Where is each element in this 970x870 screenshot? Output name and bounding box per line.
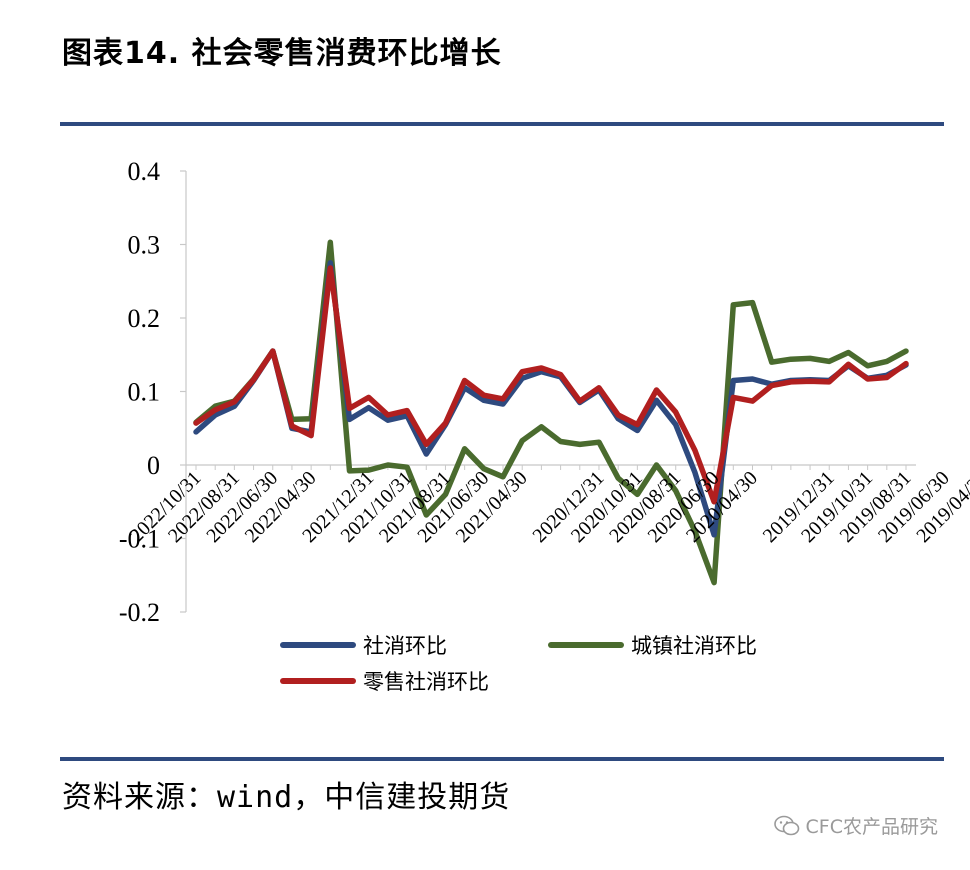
y-tick-label: 0 — [147, 451, 160, 480]
legend-label-2: 城镇社消环比 — [631, 634, 757, 658]
x-tick-labels: 2022/10/312022/08/312022/06/302022/04/30… — [126, 467, 970, 547]
watermark-text: CFC农产品研究 — [805, 816, 938, 838]
chart-title: 图表14. 社会零售消费环比增长 — [62, 36, 502, 71]
source-note: 资料来源：wind，中信建投期货 — [62, 780, 511, 815]
legend-label-1: 社消环比 — [363, 634, 447, 658]
y-tick-label: 0.3 — [128, 231, 161, 260]
y-tick-label: -0.2 — [119, 598, 160, 627]
wechat-icon — [773, 815, 799, 835]
watermark: CFC农产品研究 — [773, 812, 938, 839]
series-layer — [193, 239, 909, 586]
top-divider — [60, 122, 944, 126]
y-tick-label: 0.2 — [128, 304, 161, 333]
axes-layer: 0.4 0.3 0.2 0.1 0 -0.1 -0.2 — [119, 157, 916, 627]
line-chart: 0.4 0.3 0.2 0.1 0 -0.1 -0.2 2022/10/312022/08/… — [119, 157, 970, 694]
series-line-3 — [193, 265, 909, 505]
y-tick-label: -0.1 — [119, 525, 160, 554]
y-tick-label: 0.4 — [128, 157, 161, 186]
bottom-divider — [60, 757, 944, 761]
legend-label-3: 零售社消环比 — [363, 670, 489, 694]
y-tick-label: 0.1 — [128, 378, 161, 407]
